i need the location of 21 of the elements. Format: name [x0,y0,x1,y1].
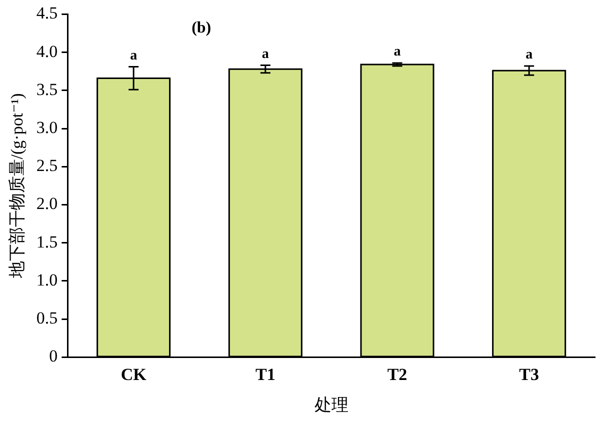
annotation: a [262,46,269,62]
y-tick-label: 4.0 [36,42,58,61]
x-tick-label: CK [120,364,148,384]
annotation: a [394,44,401,60]
x-axis-title: 处理 [314,395,348,414]
y-tick-label: 4.5 [36,4,58,23]
y-tick-label: 1.5 [36,232,58,252]
annotation: a [130,48,138,64]
y-tick-label: 0.5 [36,308,58,328]
y-tick-label: 1.0 [36,270,58,290]
annotation: (b) [192,19,212,36]
y-axis-title: 地下部干物质量/(g·pot⁻¹) [8,93,27,280]
x-tick-label: T3 [519,364,540,384]
y-tick-label: 2.5 [36,156,58,176]
annotation: a [526,48,533,63]
x-tick-label: T1 [255,364,276,384]
x-tick-label: T2 [387,364,408,384]
y-tick-label: 3.0 [36,118,58,137]
y-tick-label: 3.5 [36,80,58,99]
y-tick-label: 0 [49,346,58,366]
y-tick-label: 2.0 [36,194,58,214]
